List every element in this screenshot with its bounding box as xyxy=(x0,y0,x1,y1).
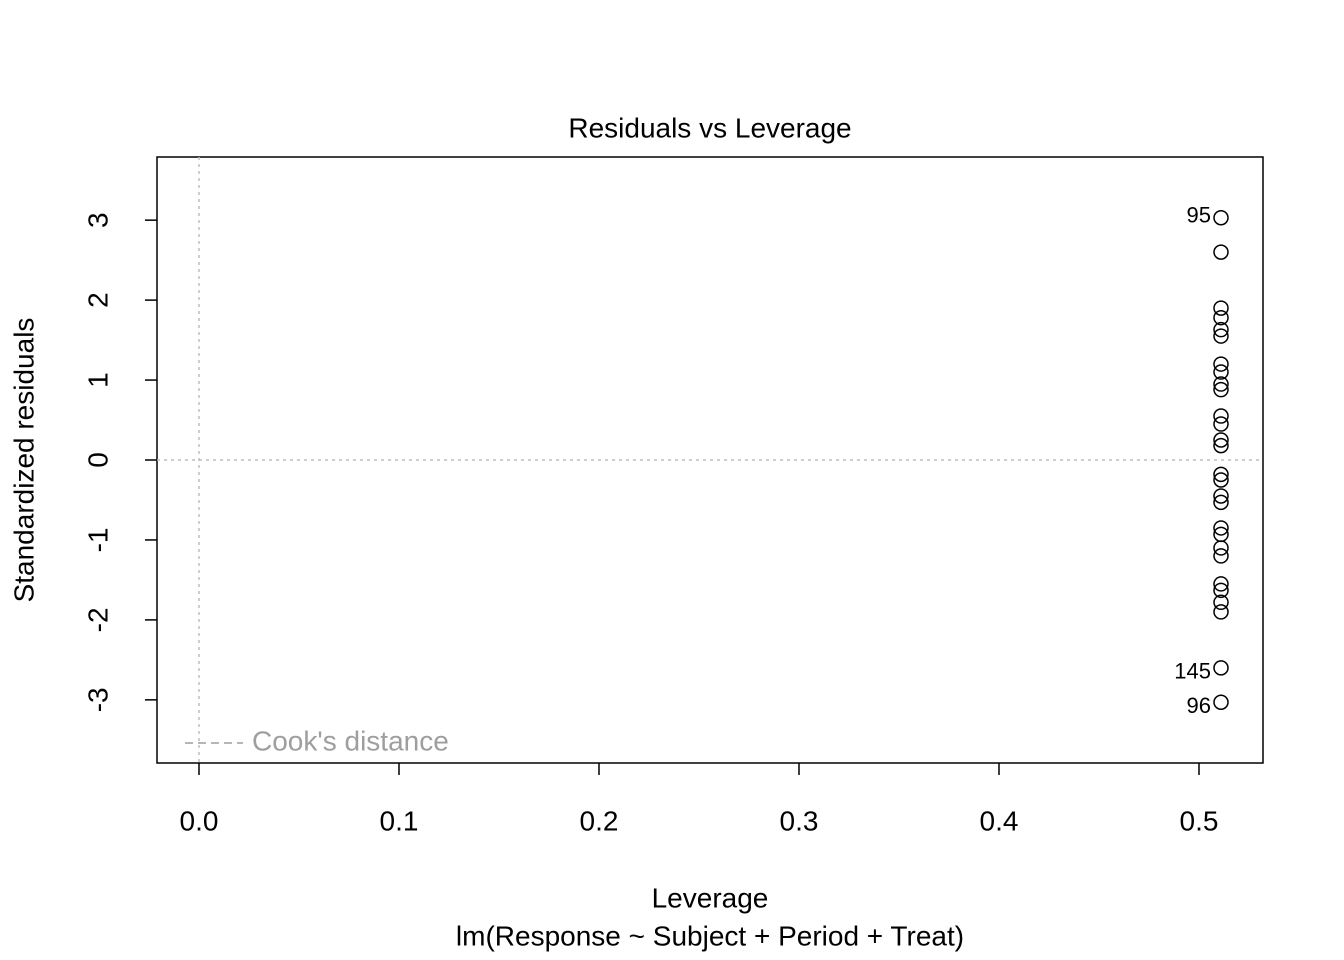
point xyxy=(1213,576,1229,592)
point xyxy=(1213,437,1229,454)
point-label: 96 xyxy=(1187,693,1211,718)
y-tick-label: 3 xyxy=(82,212,113,228)
x-tick-label: 0.5 xyxy=(1180,805,1219,836)
point xyxy=(1213,488,1229,504)
x-axis-label: Leverage xyxy=(652,882,769,913)
point xyxy=(1213,660,1229,676)
legend-label: Cook's distance xyxy=(252,725,449,756)
point xyxy=(1213,694,1229,710)
point xyxy=(1213,582,1229,599)
point xyxy=(1213,328,1229,344)
y-tick-label: 1 xyxy=(82,372,113,388)
point xyxy=(1213,356,1229,372)
point xyxy=(1213,540,1229,556)
y-tick-label: -1 xyxy=(82,527,113,552)
point xyxy=(1213,594,1229,611)
point xyxy=(1213,432,1229,448)
point xyxy=(1213,494,1229,511)
point xyxy=(1213,408,1229,424)
point xyxy=(1213,321,1229,338)
subtitle: lm(Response ~ Subject + Period + Treat) xyxy=(456,920,964,951)
point xyxy=(1213,466,1229,483)
point xyxy=(1213,381,1229,398)
chart-title: Residuals vs Leverage xyxy=(568,112,851,143)
point xyxy=(1213,416,1229,432)
x-tick-label: 0.1 xyxy=(380,805,419,836)
point-label: 145 xyxy=(1174,659,1211,684)
point xyxy=(1213,244,1229,260)
y-axis-label: Standardized residuals xyxy=(8,318,39,603)
y-tick-label: 0 xyxy=(82,452,113,468)
y-tick-label: -3 xyxy=(82,687,113,712)
point xyxy=(1213,604,1229,620)
x-tick-label: 0.0 xyxy=(180,805,219,836)
point xyxy=(1213,376,1229,392)
y-tick-label: -2 xyxy=(82,607,113,632)
point xyxy=(1213,472,1229,488)
x-tick-label: 0.2 xyxy=(580,805,619,836)
point xyxy=(1213,548,1229,564)
point xyxy=(1213,309,1229,326)
point xyxy=(1213,300,1229,316)
point xyxy=(1213,364,1229,380)
point xyxy=(1213,520,1229,536)
y-tick-label: 2 xyxy=(82,292,113,308)
point xyxy=(1213,210,1229,226)
x-tick-label: 0.3 xyxy=(780,805,819,836)
point-label: 95 xyxy=(1187,203,1211,228)
x-tick-label: 0.4 xyxy=(980,805,1019,836)
